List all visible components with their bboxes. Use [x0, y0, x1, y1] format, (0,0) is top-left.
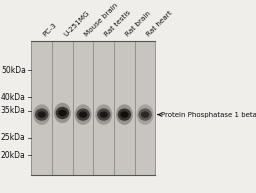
Ellipse shape — [97, 108, 111, 121]
Ellipse shape — [137, 104, 154, 125]
Ellipse shape — [54, 103, 71, 123]
Text: 50kDa: 50kDa — [1, 66, 26, 75]
Ellipse shape — [76, 108, 90, 121]
Ellipse shape — [79, 111, 87, 118]
Text: Protein Phosphatase 1 beta: Protein Phosphatase 1 beta — [158, 112, 256, 118]
Ellipse shape — [74, 104, 92, 125]
Text: Rat brain: Rat brain — [124, 10, 152, 38]
Ellipse shape — [38, 111, 46, 118]
Bar — [31, 41, 155, 175]
Ellipse shape — [120, 111, 129, 118]
Text: 35kDa: 35kDa — [1, 106, 26, 115]
Text: 40kDa: 40kDa — [1, 93, 26, 102]
Ellipse shape — [95, 104, 112, 125]
Text: Rat testis: Rat testis — [104, 9, 132, 38]
Ellipse shape — [58, 110, 67, 116]
Ellipse shape — [141, 111, 149, 118]
Text: PC-3: PC-3 — [42, 22, 58, 38]
Ellipse shape — [100, 111, 108, 118]
Ellipse shape — [35, 108, 48, 121]
Text: U-251MG: U-251MG — [62, 10, 90, 38]
Text: Mouse brain: Mouse brain — [83, 2, 119, 38]
Ellipse shape — [116, 104, 133, 125]
Ellipse shape — [138, 108, 152, 121]
Ellipse shape — [33, 104, 50, 125]
Text: 25kDa: 25kDa — [1, 133, 26, 142]
Ellipse shape — [56, 107, 69, 119]
Text: Rat heart: Rat heart — [145, 10, 173, 38]
Ellipse shape — [118, 108, 131, 121]
Text: 20kDa: 20kDa — [1, 151, 26, 160]
